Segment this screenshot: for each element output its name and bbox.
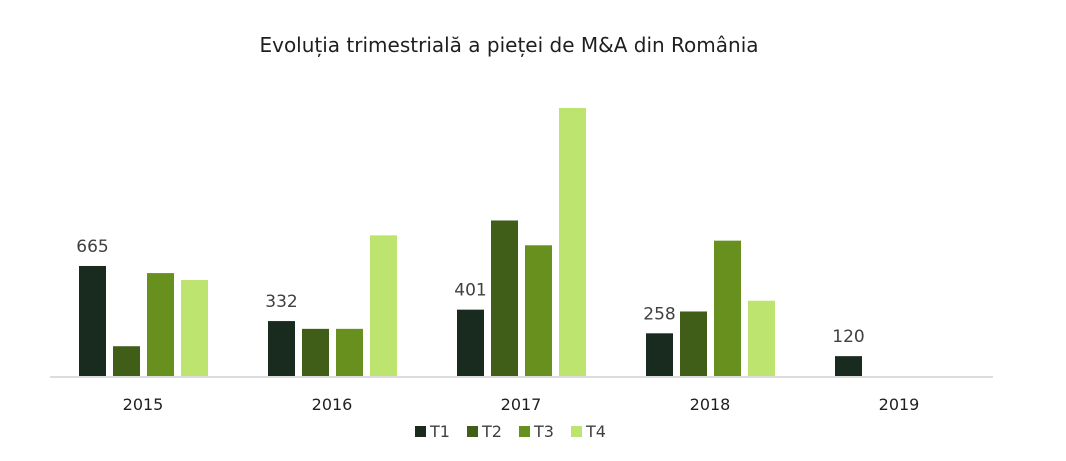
legend-label-t3: T3	[533, 422, 554, 441]
bar-t4-2015	[181, 280, 208, 376]
legend-label-t1: T1	[429, 422, 450, 441]
bar-t4-2016	[370, 235, 397, 376]
legend-label-t4: T4	[585, 422, 606, 441]
legend-swatch-t2	[467, 426, 478, 437]
legend: T1 T2 T3 T4	[415, 422, 606, 441]
x-tick-label: 2015	[123, 395, 164, 414]
bar-t1-2016	[268, 321, 295, 376]
data-label: 665	[76, 237, 108, 257]
bar-t1-2019	[835, 356, 862, 376]
x-tick-label: 2016	[312, 395, 353, 414]
bar-t3-2018	[714, 240, 741, 376]
legend-swatch-t3	[519, 426, 530, 437]
bar-t3-2016	[336, 328, 363, 376]
legend-label-t2: T2	[481, 422, 502, 441]
bar-t2-2017	[491, 220, 518, 376]
data-label: 332	[265, 292, 297, 312]
x-tick-label: 2018	[690, 395, 731, 414]
bar-t2-2018	[680, 311, 707, 376]
plot-area	[79, 107, 862, 377]
data-label: 401	[454, 281, 486, 301]
bar-t3-2015	[147, 273, 174, 376]
x-tick-label: 2019	[879, 395, 920, 414]
data-labels: 665 332 401 258 120	[76, 237, 864, 347]
legend-swatch-t4	[571, 426, 582, 437]
bar-t1-2017	[457, 309, 484, 376]
data-label: 258	[643, 304, 675, 324]
bar-t1-2018	[646, 333, 673, 376]
x-tick-label: 2017	[501, 395, 542, 414]
bar-t1-2015	[79, 265, 106, 376]
legend-swatch-t1	[415, 426, 426, 437]
bar-t3-2017	[525, 245, 552, 376]
bar-t4-2017	[559, 107, 586, 377]
x-axis-tick-labels: 2015 2016 2017 2018 2019	[123, 395, 920, 414]
bar-t2-2015	[113, 346, 140, 376]
bar-t4-2018	[748, 300, 775, 376]
data-label: 120	[832, 327, 864, 347]
bar-t2-2016	[302, 328, 329, 376]
chart-title: Evoluția trimestrială a pieței de M&A di…	[259, 33, 758, 57]
